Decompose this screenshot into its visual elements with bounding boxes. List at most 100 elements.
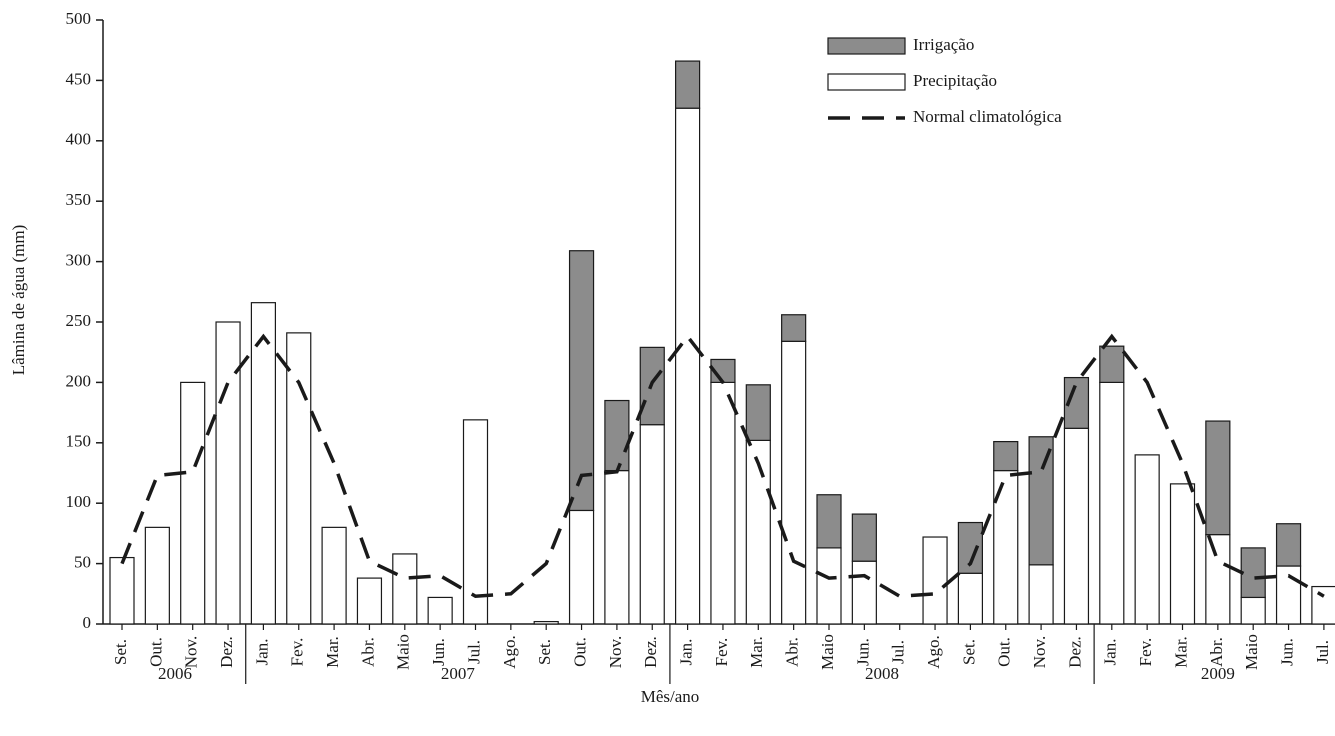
y-axis-label: Lâmina de água (mm) [9, 225, 28, 376]
legend-label: Precipitação [913, 71, 997, 90]
bar [533, 620, 559, 625]
x-tick-label: Mar. [323, 636, 342, 668]
bar [1311, 585, 1335, 625]
x-tick-label: Jan. [1101, 639, 1120, 666]
x-tick-label: Nov. [1030, 636, 1049, 668]
bar [1099, 381, 1125, 625]
bar [851, 513, 877, 562]
x-tick-label: Abr. [1207, 637, 1226, 667]
bar [745, 384, 771, 441]
bar [180, 381, 206, 625]
bar [674, 60, 701, 109]
x-tick-label: Mar. [747, 636, 766, 668]
bar [568, 509, 595, 625]
bar [957, 572, 984, 625]
x-tick-label: Maio [818, 634, 837, 670]
x-tick-label: Maio [1242, 634, 1261, 670]
x-tick-label: Jun. [853, 638, 872, 666]
bar [674, 107, 701, 625]
y-tick-label: 150 [66, 432, 92, 451]
x-tick-label: Nov. [606, 636, 625, 668]
bar [1099, 345, 1125, 384]
bar [1063, 427, 1090, 625]
bar [1205, 534, 1231, 625]
bar [710, 381, 736, 625]
bar [745, 439, 771, 625]
line [120, 333, 1325, 598]
y-tick-label: 350 [66, 190, 92, 209]
bar [427, 596, 453, 625]
bar [356, 577, 383, 625]
group-label: 2008 [865, 664, 899, 683]
bar [321, 526, 347, 625]
x-tick-label: Dez. [641, 636, 660, 668]
bar [604, 399, 630, 472]
y-tick-label: 400 [66, 130, 92, 149]
y-tick-label: 250 [66, 311, 92, 330]
y-tick-label: 50 [74, 553, 91, 572]
legend-swatch [827, 37, 906, 55]
bar [1240, 547, 1266, 599]
bar [1028, 436, 1054, 566]
bar [816, 494, 842, 549]
x-tick-label: Ago. [924, 635, 943, 669]
bar [568, 250, 595, 512]
bar [462, 419, 489, 625]
bar [781, 314, 807, 342]
x-tick-label: Set. [111, 639, 130, 665]
x-tick-label: Out. [570, 637, 589, 667]
x-tick-label: Fev. [1136, 638, 1155, 667]
bar [604, 469, 630, 625]
x-tick-label: Jun. [1277, 638, 1296, 666]
x-tick-label: Jan. [252, 639, 271, 666]
x-tick-label: Out. [146, 637, 165, 667]
x-tick-label: Set. [535, 639, 554, 665]
y-tick-label: 300 [66, 251, 92, 270]
bar [1169, 483, 1196, 625]
x-tick-label: Mar. [1171, 636, 1190, 668]
y-tick-label: 0 [83, 613, 92, 632]
x-tick-label: Abr. [783, 637, 802, 667]
x-axis-label: Mês/ano [641, 687, 700, 706]
x-tick-label: Jul. [1313, 640, 1332, 664]
group-label: 2009 [1201, 664, 1235, 683]
legend-swatch [827, 73, 906, 91]
y-tick-label: 450 [66, 69, 92, 88]
x-tick-label: Nov. [182, 636, 201, 668]
bar [1134, 454, 1160, 625]
bar [781, 340, 807, 625]
bar [1028, 564, 1054, 625]
x-tick-label: Fev. [288, 638, 307, 667]
x-tick-label: Fev. [712, 638, 731, 667]
x-tick-label: Jul. [889, 640, 908, 664]
x-tick-label: Out. [995, 637, 1014, 667]
x-tick-label: Jul. [464, 640, 483, 664]
legend-label: Irrigação [913, 35, 974, 54]
y-tick-label: 200 [66, 371, 92, 390]
bar [1240, 596, 1266, 625]
bar [109, 556, 135, 625]
bar [851, 560, 877, 625]
bar [993, 440, 1019, 472]
bar [286, 332, 312, 625]
bar [922, 536, 948, 625]
group-label: 2006 [158, 664, 192, 683]
bar [250, 302, 276, 625]
y-tick-label: 500 [66, 9, 92, 28]
bar [215, 321, 241, 625]
x-tick-label: Dez. [1065, 636, 1084, 668]
bar [392, 553, 418, 625]
bar [816, 547, 842, 625]
bar [1205, 420, 1231, 536]
bar [1275, 523, 1302, 567]
x-tick-label: Set. [959, 639, 978, 665]
x-tick-label: Abr. [358, 637, 377, 667]
group-label: 2007 [441, 664, 476, 683]
x-tick-label: Dez. [217, 636, 236, 668]
legend-label: Normal climatológica [913, 107, 1062, 126]
bar [144, 526, 170, 625]
y-tick-label: 100 [66, 492, 92, 511]
x-tick-label: Jan. [677, 639, 696, 666]
bar [639, 424, 665, 625]
